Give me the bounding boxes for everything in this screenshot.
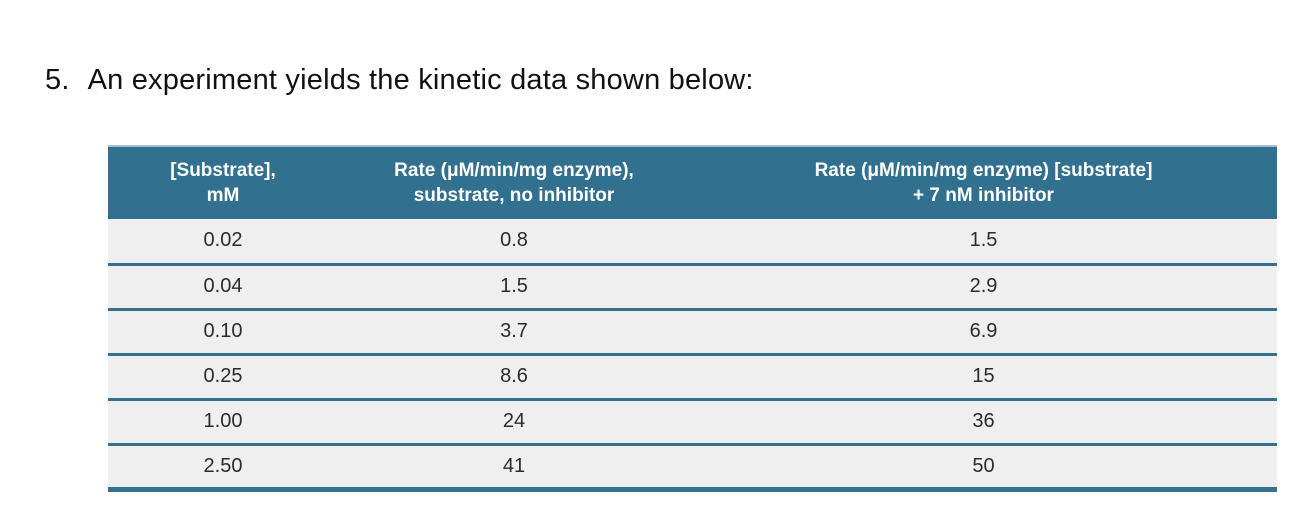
table-cell: 36 [690, 397, 1277, 444]
table-cell: 0.02 [108, 219, 338, 264]
table-row: 0.25 8.6 15 [108, 352, 1277, 399]
table-row: 2.50 41 50 [108, 442, 1277, 492]
column-header-line1: Rate (μM/min/mg enzyme) [substrate] [814, 160, 1153, 181]
column-header-line2: substrate, no inhibitor [413, 185, 615, 206]
table-body: 0.02 0.8 1.5 0.04 1.5 2.9 0.10 3.7 6.9 0.25 8.6 15 1… [108, 219, 1277, 492]
column-header-substrate: [Substrate], mM [108, 145, 338, 219]
table-cell: 2.50 [108, 442, 338, 492]
table-cell: 8.6 [338, 352, 690, 399]
question-number: 5. [45, 64, 70, 96]
table-cell: 0.8 [338, 219, 690, 264]
question-line: 5. An experiment yields the kinetic data… [45, 62, 754, 98]
table-cell: 1.5 [338, 262, 690, 309]
table-cell: 24 [338, 397, 690, 444]
table-header: [Substrate], mM Rate (μM/min/mg enzyme),… [108, 145, 1277, 219]
table-cell: 15 [690, 352, 1277, 399]
table-cell: 0.10 [108, 307, 338, 354]
table-cell: 3.7 [338, 307, 690, 354]
table-header-row: [Substrate], mM Rate (μM/min/mg enzyme),… [108, 145, 1277, 219]
table-cell: 0.25 [108, 352, 338, 399]
table-cell: 1.00 [108, 397, 338, 444]
question-text: An experiment yields the kinetic data sh… [87, 64, 754, 96]
table-row: 0.10 3.7 6.9 [108, 307, 1277, 354]
column-header-rate-no-inhibitor: Rate (μM/min/mg enzyme), substrate, no i… [338, 145, 690, 219]
column-header-line1: [Substrate], [170, 160, 276, 181]
table-cell: 0.04 [108, 262, 338, 309]
table-cell: 1.5 [690, 219, 1277, 264]
table-cell: 50 [690, 442, 1277, 492]
column-header-rate-with-inhibitor: Rate (μM/min/mg enzyme) [substrate] + 7 … [690, 145, 1277, 219]
table-cell: 41 [338, 442, 690, 492]
kinetics-data-table: [Substrate], mM Rate (μM/min/mg enzyme),… [108, 145, 1277, 492]
table-row: 1.00 24 36 [108, 397, 1277, 444]
column-header-line1: Rate (μM/min/mg enzyme), [394, 160, 634, 181]
column-header-line2: mM [206, 185, 240, 206]
column-header-line2: + 7 nM inhibitor [913, 185, 1054, 206]
table-row: 0.02 0.8 1.5 [108, 219, 1277, 264]
table-row: 0.04 1.5 2.9 [108, 262, 1277, 309]
table-cell: 6.9 [690, 307, 1277, 354]
table-cell: 2.9 [690, 262, 1277, 309]
